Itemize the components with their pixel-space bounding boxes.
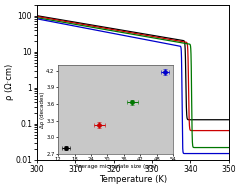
Y-axis label: ρ (Ω·cm): ρ (Ω·cm) xyxy=(5,64,14,101)
X-axis label: Temperature (K): Temperature (K) xyxy=(99,175,167,184)
